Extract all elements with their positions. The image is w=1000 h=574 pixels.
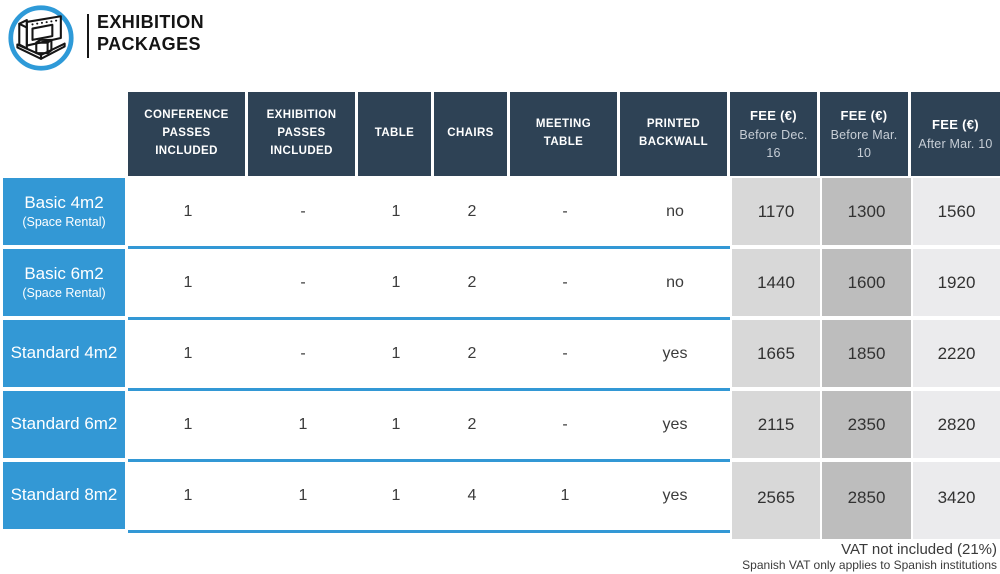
cell-value: 1 (128, 462, 248, 533)
fee-value: 1850 (820, 320, 911, 391)
fee-value: 1560 (911, 178, 1000, 249)
package-name: Basic 4m2 (24, 193, 104, 213)
cell-value: - (510, 320, 620, 391)
packages-table: CONFERENCE PASSES INCLUDED EXHIBITION PA… (0, 92, 1000, 539)
header-meeting-table: MEETING TABLE (510, 92, 620, 178)
cell-value: - (510, 249, 620, 320)
row-label-standard-6m2: Standard 6m2 (0, 391, 128, 462)
vat-note-line1: VAT not included (21%) (841, 541, 997, 558)
cell-value: 1 (358, 178, 434, 249)
fee-value: 1170 (730, 178, 820, 249)
header-table: TABLE (358, 92, 434, 178)
fee-header-title: FEE (€) (750, 107, 797, 123)
cell-value: 2 (434, 391, 510, 462)
fee-header-sub: Before Dec. 16 (739, 127, 808, 161)
header-chairs: CHAIRS (434, 92, 510, 178)
fee-value: 2850 (820, 462, 911, 533)
cell-value: - (510, 178, 620, 249)
cell-value: 1 (510, 462, 620, 533)
fee-value: 2820 (911, 391, 1000, 462)
fee-header-title: FEE (€) (932, 116, 979, 132)
fee-value: 1300 (820, 178, 911, 249)
fee-header-sub: Before Mar. 10 (830, 127, 898, 161)
cell-value: 2 (434, 320, 510, 391)
header-fee-before-dec16: FEE (€) Before Dec. 16 (730, 92, 820, 178)
header-conference-passes: CONFERENCE PASSES INCLUDED (128, 92, 248, 178)
cell-value: no (620, 178, 730, 249)
fee-header-sub: After Mar. 10 (918, 137, 993, 151)
cell-value: - (248, 320, 358, 391)
cell-value: 2 (434, 178, 510, 249)
vat-note-line2: Spanish VAT only applies to Spanish inst… (742, 558, 997, 572)
fee-header-title: FEE (€) (840, 107, 888, 123)
package-subname: (Space Rental) (22, 215, 106, 230)
page-title-line2: PACKAGES (97, 34, 201, 54)
header-fee-before-mar10: FEE (€) Before Mar. 10 (820, 92, 911, 178)
vat-note: VAT not included (21%) Spanish VAT only … (742, 541, 997, 572)
fee-value: 2220 (911, 320, 1000, 391)
table-corner-spacer (0, 92, 128, 178)
exhibition-booth-icon (7, 4, 75, 72)
cell-value: 1 (358, 391, 434, 462)
header-fee-after-mar10: FEE (€) After Mar. 10 (911, 92, 1000, 178)
cell-value: 1 (358, 320, 434, 391)
spacer (128, 533, 248, 539)
cell-value: 2 (434, 249, 510, 320)
title-divider (87, 14, 89, 58)
row-label-basic-6m2: Basic 6m2 (Space Rental) (0, 249, 128, 320)
cell-value: 1 (128, 249, 248, 320)
package-name: Standard 4m2 (10, 343, 118, 363)
spacer (358, 533, 434, 539)
fee-value: 2350 (820, 391, 911, 462)
spacer (510, 533, 620, 539)
fee-value: 3420 (911, 462, 1000, 533)
package-name: Standard 6m2 (10, 414, 118, 434)
cell-value: - (248, 249, 358, 320)
cell-value: yes (620, 391, 730, 462)
cell-value: yes (620, 320, 730, 391)
cell-value: 1 (358, 462, 434, 533)
cell-value: 1 (128, 178, 248, 249)
fee-value: 1665 (730, 320, 820, 391)
fee-value: 1440 (730, 249, 820, 320)
page-title: EXHIBITION PACKAGES (97, 11, 204, 55)
header-printed-backwall: PRINTED BACKWALL (620, 92, 730, 178)
row-label-basic-4m2: Basic 4m2 (Space Rental) (0, 178, 128, 249)
cell-value: 1 (248, 462, 358, 533)
spacer-fee-col (730, 533, 820, 539)
cell-value: 1 (358, 249, 434, 320)
spacer (248, 533, 358, 539)
spacer (620, 533, 730, 539)
header-exhibition-passes: EXHIBITION PASSES INCLUDED (248, 92, 358, 178)
cell-value: 1 (248, 391, 358, 462)
row-label-standard-4m2: Standard 4m2 (0, 320, 128, 391)
cell-value: - (248, 178, 358, 249)
package-name: Basic 6m2 (24, 264, 104, 284)
page-title-line1: EXHIBITION (97, 12, 205, 32)
spacer-fee-col (820, 533, 911, 539)
spacer (434, 533, 510, 539)
row-label-standard-8m2: Standard 8m2 (0, 462, 128, 533)
cell-value: 1 (128, 391, 248, 462)
cell-value: - (510, 391, 620, 462)
package-subname: (Space Rental) (22, 286, 106, 301)
cell-value: yes (620, 462, 730, 533)
spacer (0, 533, 128, 539)
cell-value: no (620, 249, 730, 320)
fee-value: 1600 (820, 249, 911, 320)
fee-value: 2565 (730, 462, 820, 533)
cell-value: 1 (128, 320, 248, 391)
spacer-fee-col (911, 533, 1000, 539)
cell-value: 4 (434, 462, 510, 533)
fee-value: 2115 (730, 391, 820, 462)
package-name: Standard 8m2 (10, 485, 118, 505)
fee-value: 1920 (911, 249, 1000, 320)
